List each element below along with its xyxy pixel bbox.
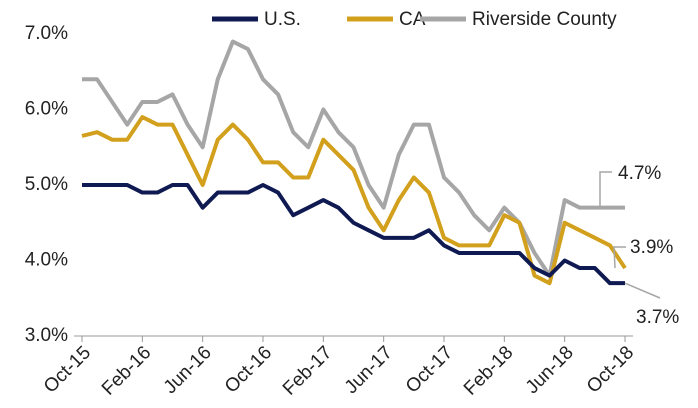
annotation-leader <box>613 246 626 269</box>
y-tick-label: 4.0% <box>25 250 68 271</box>
legend-label: Riverside County <box>472 9 617 30</box>
annotation: 3.7% <box>636 307 679 328</box>
series-line <box>81 115 627 286</box>
x-tick-label: Jun-18 <box>522 342 578 398</box>
annotation: 4.7% <box>618 163 661 184</box>
legend-label: CA <box>399 9 426 30</box>
legend-label: U.S. <box>264 9 301 30</box>
y-tick-label: 6.0% <box>25 99 68 120</box>
x-tick-label: Jun-17 <box>341 342 397 398</box>
x-tick-label: Jun-16 <box>160 342 216 398</box>
series-line <box>82 39 625 278</box>
x-tick-label: Feb-16 <box>98 342 155 399</box>
x-tick-label: Oct-15 <box>40 342 95 397</box>
x-tick-label: Feb-18 <box>460 342 517 399</box>
annotation: 3.9% <box>630 237 673 258</box>
annotation-leader <box>599 171 613 209</box>
y-tick-label: 5.0% <box>25 174 68 195</box>
y-tick-label: 7.0% <box>25 23 68 44</box>
annotation-leader <box>624 282 661 299</box>
x-tick-label: Oct-17 <box>402 342 457 397</box>
x-tick-label: Oct-18 <box>583 342 638 397</box>
x-tick-label: Oct-16 <box>221 342 276 397</box>
x-tick-label: Feb-17 <box>279 342 336 399</box>
y-tick-label: 3.0% <box>25 325 68 346</box>
series-line <box>82 183 625 286</box>
